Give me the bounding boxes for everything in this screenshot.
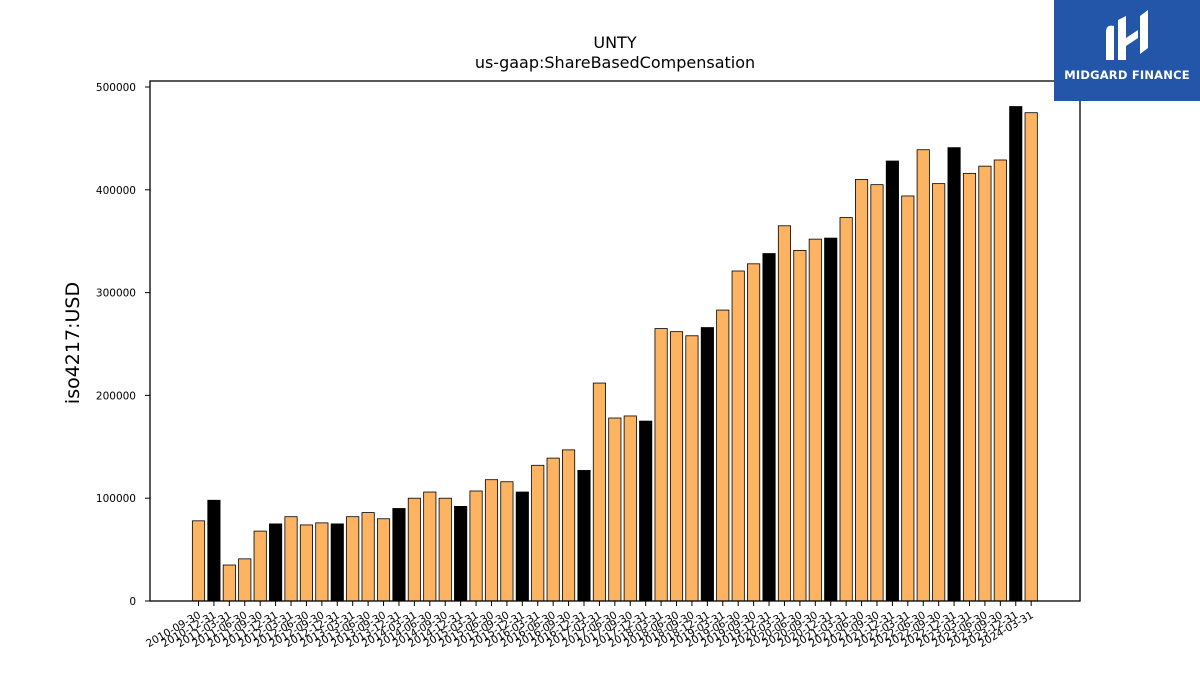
bar-2011-12-31 bbox=[269, 523, 283, 602]
bar-2020-12-31 bbox=[824, 237, 838, 602]
midgard-finance-logo: MIDGARD FINANCE bbox=[1054, 0, 1200, 101]
y-tick-label: 400000 bbox=[96, 185, 136, 197]
x-axis-ticks: 2010-09-302010-12-312011-03-312011-06-30… bbox=[144, 601, 1036, 650]
y-tick-label: 0 bbox=[129, 596, 136, 608]
bar-2019-06-30 bbox=[731, 270, 745, 602]
bar-2018-12-31 bbox=[700, 327, 714, 602]
bar-2022-12-31 bbox=[947, 147, 961, 602]
bar-2022-06-30 bbox=[916, 149, 930, 602]
bar-2021-03-31 bbox=[839, 217, 853, 602]
bar-2013-03-31 bbox=[346, 516, 360, 602]
bar-2010-09-30 bbox=[191, 520, 206, 602]
bar-2015-12-31 bbox=[515, 491, 529, 602]
bar-2011-03-31 bbox=[222, 564, 236, 602]
bar-2014-03-31 bbox=[407, 497, 421, 602]
bar-2014-06-30 bbox=[423, 491, 437, 602]
bar-2012-12-31 bbox=[330, 523, 344, 602]
bar-2012-06-30 bbox=[299, 524, 313, 602]
bar-2014-12-31 bbox=[454, 506, 468, 602]
bar-2018-06-30 bbox=[669, 331, 684, 602]
bar-2013-06-30 bbox=[361, 512, 375, 602]
chart-subtitle: us-gaap:ShareBasedCompensation bbox=[475, 53, 755, 72]
bar-2010-12-31 bbox=[207, 499, 221, 602]
bar-2020-03-31 bbox=[777, 225, 792, 602]
bar-2021-12-31 bbox=[885, 160, 899, 602]
bar-2019-03-31 bbox=[716, 309, 730, 602]
plot-frame bbox=[149, 80, 1081, 602]
bar-2014-09-30 bbox=[438, 497, 452, 602]
y-tick-label: 200000 bbox=[96, 390, 136, 402]
bar-2015-06-30 bbox=[484, 479, 499, 602]
bar-2018-03-31 bbox=[654, 328, 668, 602]
bar-2012-03-31 bbox=[284, 516, 298, 602]
bar-2017-06-30 bbox=[608, 417, 622, 602]
y-axis-label: iso4217:USD bbox=[62, 282, 84, 404]
bar-2022-09-30 bbox=[932, 183, 946, 602]
bar-2013-09-30 bbox=[376, 518, 391, 602]
y-tick-label: 300000 bbox=[96, 288, 136, 300]
logo-text: MIDGARD FINANCE bbox=[1064, 68, 1190, 82]
bar-2011-06-30 bbox=[238, 558, 252, 602]
y-tick-label: 500000 bbox=[96, 82, 136, 94]
bar-2021-06-30 bbox=[855, 179, 869, 602]
bar-2016-12-31 bbox=[577, 470, 591, 602]
chart-title: UNTY bbox=[593, 33, 636, 52]
bar-2016-03-31 bbox=[531, 464, 545, 602]
y-tick-label: 100000 bbox=[96, 493, 136, 505]
bar-2022-03-31 bbox=[901, 195, 915, 602]
bar-2020-09-30 bbox=[808, 238, 822, 602]
bar-2017-03-31 bbox=[592, 382, 606, 602]
bar-2011-09-30 bbox=[253, 530, 267, 602]
bar-2017-09-30 bbox=[623, 415, 637, 602]
bar-2012-09-30 bbox=[315, 522, 329, 602]
bars-group bbox=[191, 106, 1038, 602]
bar-2024-03-31 bbox=[1024, 112, 1038, 602]
bar-2023-12-31 bbox=[1009, 106, 1023, 602]
bar-2021-09-30 bbox=[870, 184, 884, 602]
y-axis-ticks: 0 100000 200000 300000 400000 500000 bbox=[96, 82, 150, 608]
bar-2016-09-30 bbox=[562, 449, 576, 602]
bar-2019-09-30 bbox=[747, 263, 761, 602]
bar-2023-06-30 bbox=[978, 165, 992, 602]
bar-2015-03-31 bbox=[469, 490, 483, 602]
bar-2016-06-30 bbox=[546, 457, 560, 602]
bar-2020-06-30 bbox=[793, 250, 807, 602]
bar-2013-12-31 bbox=[392, 508, 406, 602]
bar-2023-09-30 bbox=[993, 159, 1007, 602]
bar-2019-12-31 bbox=[762, 253, 776, 602]
bar-2018-09-30 bbox=[685, 335, 699, 602]
logo-mark-icon bbox=[1106, 10, 1148, 61]
bar-2015-09-30 bbox=[500, 481, 514, 602]
bar-2023-03-31 bbox=[962, 172, 977, 602]
bar-2017-12-31 bbox=[639, 420, 653, 602]
